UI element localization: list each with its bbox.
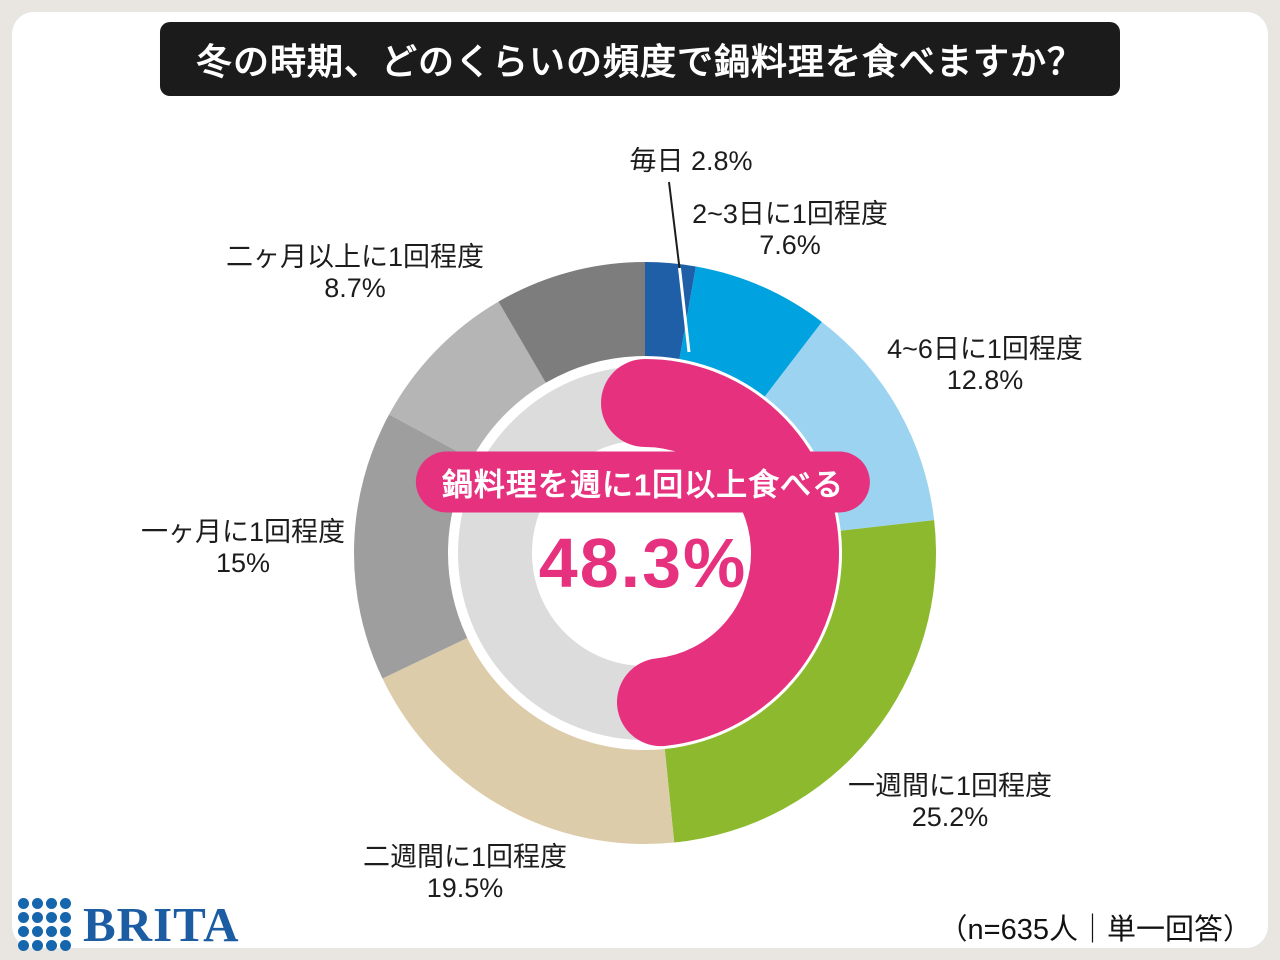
donut-segment: [664, 520, 936, 843]
highlight-value: 48.3%: [538, 524, 748, 602]
page-title: 冬の時期、どのくらいの頻度で鍋料理を食べますか？: [159, 22, 1121, 96]
leader-line: [668, 181, 681, 269]
donut-segment: [498, 262, 645, 383]
leader-line: [678, 267, 691, 353]
donut-segment: [645, 262, 696, 360]
sample-size-note: （n=635人｜単一回答）: [938, 914, 1252, 946]
donut-segment: [389, 301, 546, 460]
brita-dots-icon: [18, 898, 71, 951]
donut-segment: [764, 321, 935, 531]
donut-segment: [382, 637, 675, 845]
brita-wordmark: BRITA: [83, 897, 240, 952]
highlight-pill: 鍋料理を週に1回以上食べる: [415, 451, 871, 513]
highlight-arc: [601, 359, 839, 747]
brand-logo: BRITA: [18, 896, 240, 953]
donut-segment: [679, 266, 822, 397]
